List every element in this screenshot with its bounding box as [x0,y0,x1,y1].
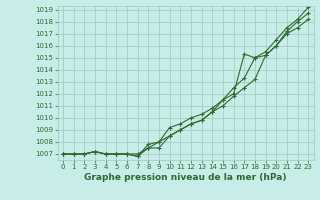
X-axis label: Graphe pression niveau de la mer (hPa): Graphe pression niveau de la mer (hPa) [84,173,287,182]
